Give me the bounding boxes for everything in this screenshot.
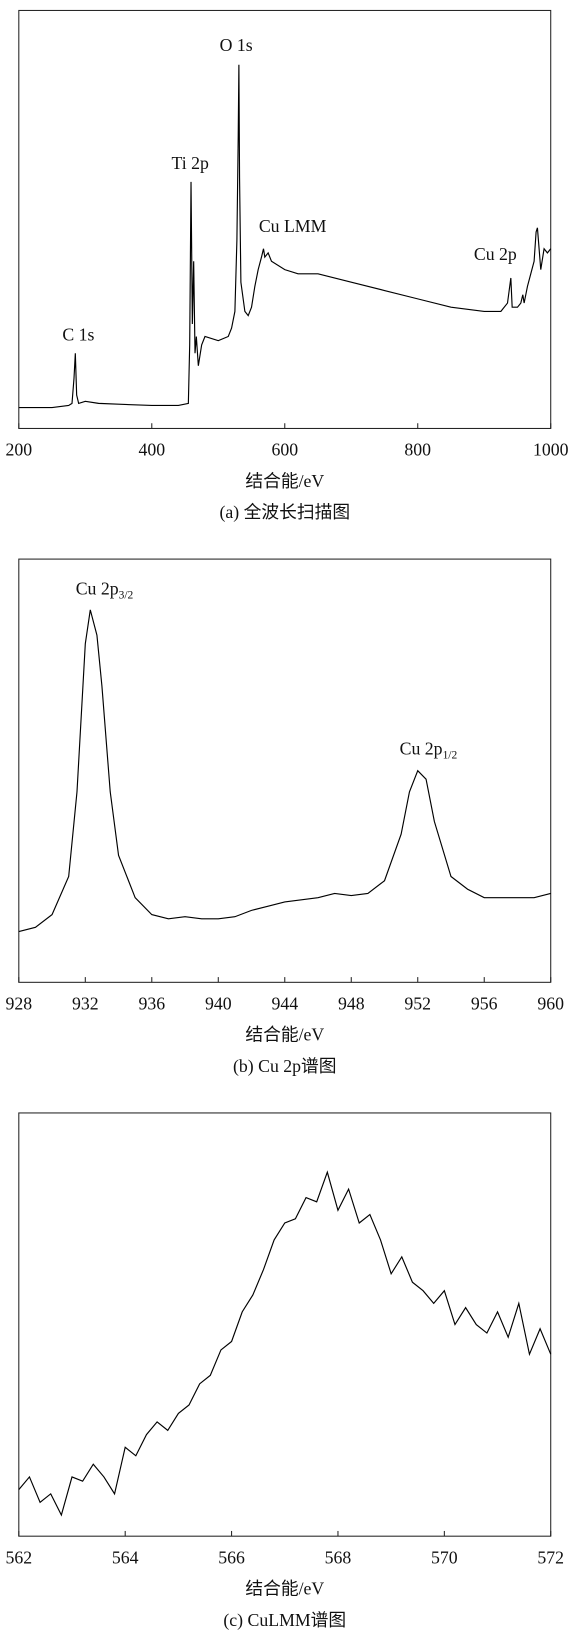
peak-label: Cu LMM xyxy=(259,216,327,236)
peak-label: Cu 2p xyxy=(474,244,517,264)
peak-label: Cu 2p1/2 xyxy=(400,738,458,761)
x-tick-label: 952 xyxy=(404,993,431,1013)
x-tick-label: 400 xyxy=(138,440,165,460)
x-tick-label: 928 xyxy=(5,993,32,1013)
peak-label-text: Cu 2p xyxy=(474,244,517,264)
x-tick-label: 564 xyxy=(112,1547,139,1567)
peak-label-text: Cu 2p xyxy=(400,738,443,758)
peak-label-text: Cu 2p xyxy=(76,579,119,599)
caption: (b) Cu 2p谱图 xyxy=(233,1056,337,1076)
peak-label-sub: 3/2 xyxy=(119,589,134,601)
x-tick-label: 570 xyxy=(431,1547,458,1567)
x-tick-label: 566 xyxy=(218,1547,245,1567)
plot-frame xyxy=(18,558,552,983)
peak-label: Cu 2p3/2 xyxy=(76,579,134,602)
x-tick-label: 960 xyxy=(537,993,564,1013)
x-tick-label: 800 xyxy=(404,440,431,460)
peak-label: Ti 2p xyxy=(172,153,209,173)
x-axis-label: 结合能/eV xyxy=(245,1025,324,1045)
peak-label: C 1s xyxy=(62,325,94,345)
peak-label-text: Ti 2p xyxy=(172,153,209,173)
x-tick-label: 932 xyxy=(72,993,99,1013)
peak-label-text: C 1s xyxy=(62,325,94,345)
x-tick-label: 948 xyxy=(338,993,365,1013)
x-tick-label: 572 xyxy=(537,1547,564,1567)
x-tick-label: 944 xyxy=(271,993,298,1013)
caption: (a) 全波长扫描图 xyxy=(219,502,350,522)
spectrum-line xyxy=(18,609,551,933)
x-tick-label: 568 xyxy=(325,1547,352,1567)
x-tick-label: 956 xyxy=(471,993,498,1013)
caption: (c) CuLMM谱图 xyxy=(223,1610,346,1630)
x-axis-label: 结合能/eV xyxy=(245,471,324,491)
peak-label-sub: 1/2 xyxy=(443,749,458,761)
x-tick-label: 940 xyxy=(205,993,232,1013)
x-tick-label: 936 xyxy=(138,993,165,1013)
peak-label-text: Cu LMM xyxy=(259,216,327,236)
x-axis-label: 结合能/eV xyxy=(245,1579,324,1599)
spectrum-line xyxy=(18,64,552,409)
x-tick-label: 600 xyxy=(271,440,298,460)
peak-label-text: O 1s xyxy=(220,35,253,55)
spectrum-line xyxy=(18,1170,552,1517)
x-tick-label: 1000 xyxy=(533,440,569,460)
x-tick-label: 562 xyxy=(5,1547,32,1567)
plot-frame xyxy=(18,1112,552,1537)
x-tick-label: 200 xyxy=(5,440,32,460)
peak-label: O 1s xyxy=(220,35,253,55)
